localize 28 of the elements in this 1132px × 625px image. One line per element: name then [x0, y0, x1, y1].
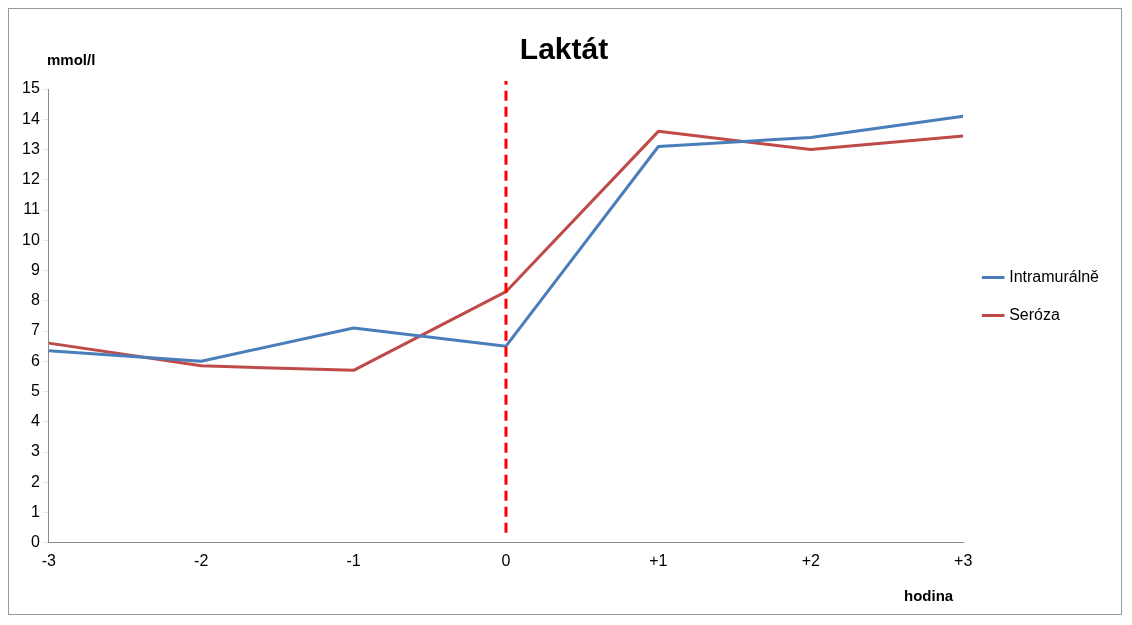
- x-tick-label: -2: [194, 551, 209, 569]
- y-tick-label: 12: [22, 170, 40, 188]
- y-tick-label: 6: [30, 351, 40, 369]
- y-tick-label: 8: [30, 291, 40, 309]
- y-tick-label: 15: [22, 79, 40, 97]
- y-tick-label: 7: [30, 321, 40, 339]
- x-tick-label: +2: [801, 551, 820, 569]
- y-tick-label: 9: [30, 260, 40, 278]
- y-tick-label: 14: [22, 109, 40, 127]
- y-tick-label: 2: [30, 472, 40, 490]
- legend-label: Intramurálně: [1009, 267, 1100, 285]
- y-tick-label: 10: [22, 230, 40, 248]
- x-tick-label: -3: [41, 551, 57, 569]
- y-tick-label: 5: [30, 381, 40, 399]
- x-axis-title: hodina: [904, 586, 954, 604]
- y-tick-label: 4: [30, 412, 40, 430]
- y-tick-label: 3: [30, 442, 40, 460]
- legend-label: Seróza: [1009, 305, 1060, 323]
- chart-title: Laktát: [519, 32, 609, 66]
- x-tick-label: -1: [346, 551, 361, 569]
- x-tick-label: +3: [954, 551, 973, 569]
- y-tick-label: 13: [22, 139, 40, 157]
- y-tick-label: 0: [30, 533, 40, 551]
- y-tick-label: 1: [30, 502, 40, 520]
- x-tick-label: +1: [649, 551, 668, 569]
- y-tick-label: 11: [23, 200, 40, 218]
- y-axis-title: mmol/l: [47, 51, 96, 68]
- x-tick-label: 0: [501, 551, 511, 569]
